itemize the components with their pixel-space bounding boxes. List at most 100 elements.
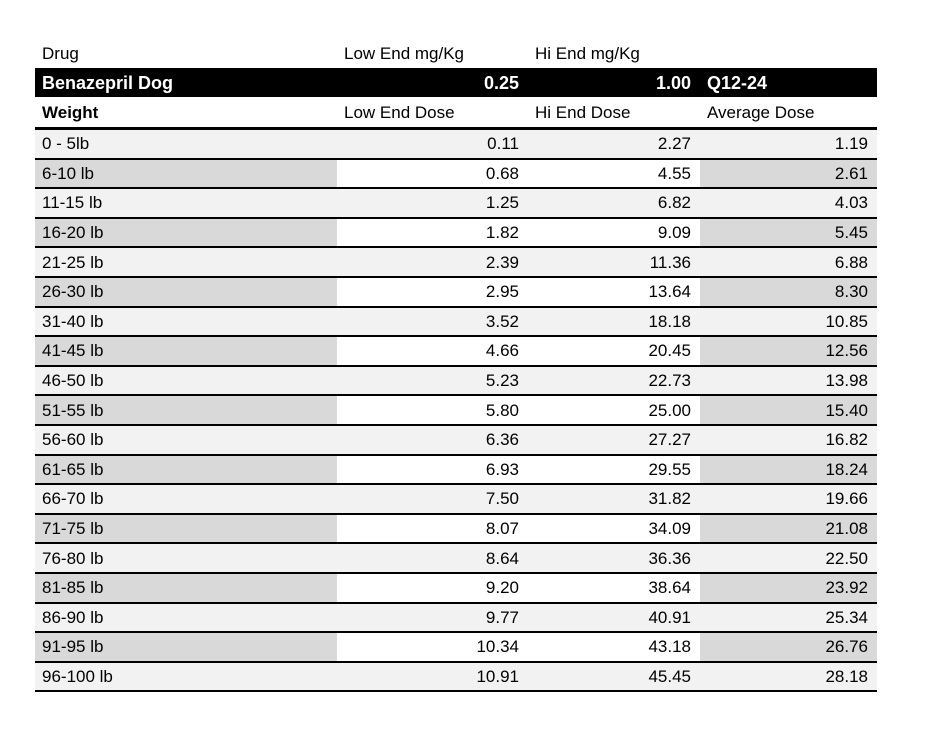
average-dose-cell[interactable]: 12.56 [700,337,877,365]
dose-table: Drug Low End mg/Kg Hi End mg/Kg Benazepr… [35,38,877,693]
table-row: 21-25 lb 2.39 11.36 6.88 [35,248,877,278]
hi-end-dose-cell[interactable]: 13.64 [528,277,700,306]
average-dose-cell[interactable]: 4.03 [700,189,877,217]
low-end-dose-cell[interactable]: 2.39 [337,248,528,276]
weight-cell[interactable]: 66-70 lb [35,485,337,513]
table-row: 26-30 lb 2.95 13.64 8.30 [35,277,877,308]
table-row: 86-90 lb 9.77 40.91 25.34 [35,603,877,634]
hi-end-dose-cell[interactable]: 27.27 [528,425,700,454]
hi-end-dose-cell[interactable]: 45.45 [528,662,700,691]
weight-cell[interactable]: 96-100 lb [35,662,337,691]
low-end-dose-cell[interactable]: 8.64 [337,544,528,572]
low-end-mgkg-column-header[interactable]: Low End mg/Kg [344,43,465,63]
average-dose-cell[interactable]: 13.98 [700,366,877,395]
table-row: 51-55 lb 5.80 25.00 15.40 [35,396,877,426]
hi-end-mgkg-column-header[interactable]: Hi End mg/Kg [535,43,640,63]
average-dose-column-header[interactable]: Average Dose [707,102,815,122]
low-end-dose-cell[interactable]: 10.91 [337,662,528,691]
weight-cell[interactable]: 31-40 lb [35,307,337,336]
weight-cell[interactable]: 16-20 lb [35,218,337,247]
average-dose-cell[interactable]: 26.76 [700,633,877,661]
hi-end-dose-cell[interactable]: 34.09 [528,514,700,543]
low-end-dose-cell[interactable]: 2.95 [337,277,528,306]
drug-column-header[interactable]: Drug [42,43,79,63]
hi-end-dose-cell[interactable]: 36.36 [528,544,700,572]
low-end-dose-cell[interactable]: 0.68 [337,159,528,188]
average-dose-cell[interactable]: 16.82 [700,425,877,454]
low-end-dose-cell[interactable]: 5.80 [337,396,528,424]
weight-cell[interactable]: 61-65 lb [35,455,337,484]
average-dose-cell[interactable]: 18.24 [700,455,877,484]
average-dose-cell[interactable]: 22.50 [700,544,877,572]
average-dose-cell[interactable]: 23.92 [700,573,877,602]
weight-cell[interactable]: 11-15 lb [35,189,337,217]
average-dose-cell[interactable]: 25.34 [700,603,877,632]
hi-end-dose-cell[interactable]: 2.27 [528,130,700,158]
average-dose-cell[interactable]: 28.18 [700,662,877,691]
table-row: 66-70 lb 7.50 31.82 19.66 [35,485,877,515]
weight-column-header[interactable]: Weight [42,102,99,122]
weight-cell[interactable]: 21-25 lb [35,248,337,276]
low-end-dose-cell[interactable]: 3.52 [337,307,528,336]
average-dose-cell[interactable]: 10.85 [700,307,877,336]
weight-cell[interactable]: 51-55 lb [35,396,337,424]
drug-hi-end-cell[interactable]: 1.00 [655,72,691,93]
hi-end-dose-column-header[interactable]: Hi End Dose [535,102,631,122]
hi-end-dose-cell[interactable]: 20.45 [528,337,700,365]
table-row: 11-15 lb 1.25 6.82 4.03 [35,189,877,219]
hi-end-dose-cell[interactable]: 9.09 [528,218,700,247]
weight-cell[interactable]: 41-45 lb [35,337,337,365]
hi-end-dose-cell[interactable]: 31.82 [528,485,700,513]
table-row: 56-60 lb 6.36 27.27 16.82 [35,425,877,456]
hi-end-dose-cell[interactable]: 4.55 [528,159,700,188]
hi-end-dose-cell[interactable]: 40.91 [528,603,700,632]
weight-cell[interactable]: 81-85 lb [35,573,337,602]
low-end-dose-cell[interactable]: 5.23 [337,366,528,395]
weight-cell[interactable]: 76-80 lb [35,544,337,572]
hi-end-dose-cell[interactable]: 29.55 [528,455,700,484]
hi-end-dose-cell[interactable]: 22.73 [528,366,700,395]
low-end-dose-column-header[interactable]: Low End Dose [344,102,455,122]
table-row: 91-95 lb 10.34 43.18 26.76 [35,633,877,663]
table-row: 71-75 lb 8.07 34.09 21.08 [35,514,877,545]
hi-end-dose-cell[interactable]: 43.18 [528,633,700,661]
weight-cell[interactable]: 56-60 lb [35,425,337,454]
drug-header-row: Drug Low End mg/Kg Hi End mg/Kg [35,38,877,68]
low-end-dose-cell[interactable]: 9.20 [337,573,528,602]
average-dose-cell[interactable]: 8.30 [700,277,877,306]
hi-end-dose-cell[interactable]: 6.82 [528,189,700,217]
average-dose-cell[interactable]: 19.66 [700,485,877,513]
low-end-dose-cell[interactable]: 0.11 [337,130,528,158]
hi-end-dose-cell[interactable]: 11.36 [528,248,700,276]
low-end-dose-cell[interactable]: 6.36 [337,425,528,454]
average-dose-cell[interactable]: 1.19 [700,130,877,158]
weight-cell[interactable]: 0 - 5lb [35,130,337,158]
weight-cell[interactable]: 6-10 lb [35,159,337,188]
low-end-dose-cell[interactable]: 7.50 [337,485,528,513]
weight-cell[interactable]: 91-95 lb [35,633,337,661]
weight-cell[interactable]: 46-50 lb [35,366,337,395]
average-dose-cell[interactable]: 15.40 [700,396,877,424]
low-end-dose-cell[interactable]: 1.25 [337,189,528,217]
low-end-dose-cell[interactable]: 4.66 [337,337,528,365]
drug-row[interactable]: Benazepril Dog 0.25 1.00 Q12-24 [35,68,877,97]
average-dose-cell[interactable]: 21.08 [700,514,877,543]
low-end-dose-cell[interactable]: 8.07 [337,514,528,543]
average-dose-cell[interactable]: 6.88 [700,248,877,276]
low-end-dose-cell[interactable]: 10.34 [337,633,528,661]
drug-name-cell[interactable]: Benazepril Dog [42,72,174,93]
weight-cell[interactable]: 86-90 lb [35,603,337,632]
low-end-dose-cell[interactable]: 6.93 [337,455,528,484]
weight-cell[interactable]: 71-75 lb [35,514,337,543]
average-dose-cell[interactable]: 5.45 [700,218,877,247]
drug-frequency-cell[interactable]: Q12-24 [707,72,768,93]
low-end-dose-cell[interactable]: 9.77 [337,603,528,632]
low-end-dose-cell[interactable]: 1.82 [337,218,528,247]
hi-end-dose-cell[interactable]: 18.18 [528,307,700,336]
weight-cell[interactable]: 26-30 lb [35,277,337,306]
drug-low-end-cell[interactable]: 0.25 [483,72,519,93]
hi-end-dose-cell[interactable]: 38.64 [528,573,700,602]
average-dose-cell[interactable]: 2.61 [700,159,877,188]
hi-end-dose-cell[interactable]: 25.00 [528,396,700,424]
